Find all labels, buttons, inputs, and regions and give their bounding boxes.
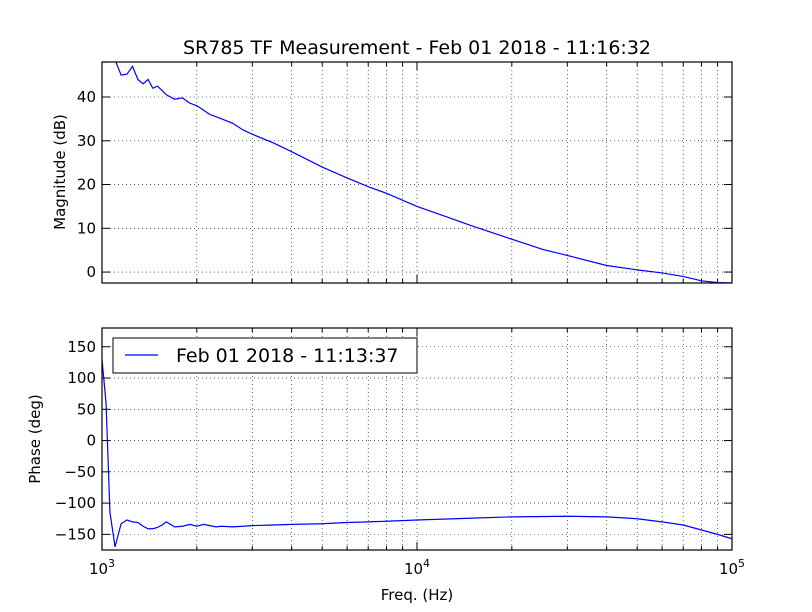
x-axis-label: Freq. (Hz) xyxy=(381,586,454,604)
x-tick-label: 104 xyxy=(404,557,430,578)
phase-y-axis-label: Phase (deg) xyxy=(26,394,44,484)
magnitude-y-tick-label: 40 xyxy=(77,88,96,106)
magnitude-y-tick-label: 20 xyxy=(77,176,96,194)
phase-y-tick-label: 150 xyxy=(67,338,96,356)
x-tick-label: 105 xyxy=(719,557,745,578)
phase-y-tick-label: −100 xyxy=(55,494,96,512)
magnitude-y-tick-label: 30 xyxy=(77,132,96,150)
chart-title: SR785 TF Measurement - Feb 01 2018 - 11:… xyxy=(183,37,651,59)
magnitude-series-line xyxy=(102,62,732,283)
magnitude-axes-frame xyxy=(101,61,733,284)
phase-axes-frame xyxy=(101,327,733,551)
legend: Feb 01 2018 - 11:13:37 xyxy=(112,337,418,374)
phase-y-tick-label: 50 xyxy=(77,400,96,418)
phase-y-ticks: −150 −100 −50 0 50 100 150 xyxy=(55,338,732,543)
magnitude-y-tick-label: 10 xyxy=(77,219,96,237)
phase-grid xyxy=(102,328,732,550)
magnitude-grid xyxy=(102,62,732,283)
magnitude-y-ticks: 0 10 20 30 40 xyxy=(77,88,732,281)
phase-series-line xyxy=(102,359,732,548)
phase-y-tick-label: −150 xyxy=(55,525,96,543)
magnitude-y-axis-label: Magnitude (dB) xyxy=(51,114,69,230)
phase-panel: −150 −100 −50 0 50 100 150 103 104 105 Phase (de… xyxy=(26,327,745,604)
magnitude-panel: SR785 TF Measurement - Feb 01 2018 - 11:… xyxy=(51,37,733,284)
phase-y-tick-label: 100 xyxy=(67,369,96,387)
phase-y-tick-label: −50 xyxy=(64,463,96,481)
phase-y-tick-label: 0 xyxy=(86,432,96,450)
magnitude-y-tick-label: 0 xyxy=(86,263,96,281)
x-tick-label: 103 xyxy=(89,557,115,578)
legend-label: Feb 01 2018 - 11:13:37 xyxy=(176,345,399,367)
legend-box xyxy=(112,337,418,374)
